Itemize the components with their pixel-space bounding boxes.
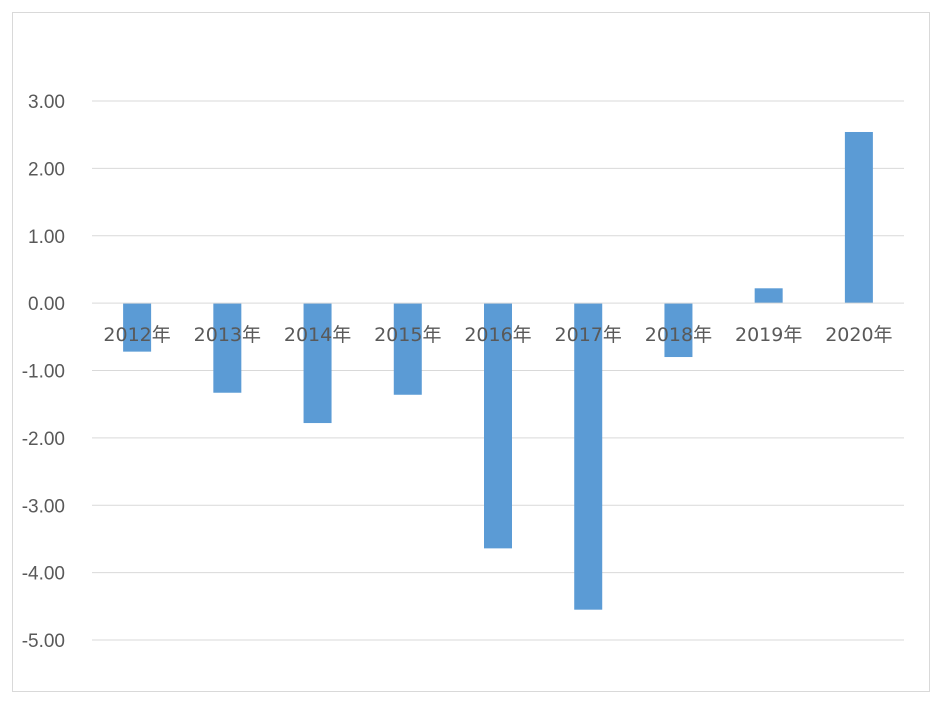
x-category-label: 2018年 [645,324,712,346]
bar [393,303,422,395]
y-tick-label: 1.00 [28,227,65,248]
x-category-label: 2016年 [464,324,531,346]
bar [303,303,332,424]
y-tick-label: -1.00 [22,362,65,383]
bar [213,303,242,393]
y-tick-label: 3.00 [28,92,65,113]
bar [664,303,693,358]
x-axis-category-labels: 2012年 2013年 2014年 2015年 2016年 2017年 2018年 2019年… [103,324,892,346]
bar [123,303,152,352]
y-tick-label: -5.00 [22,631,65,652]
x-category-label: 2014年 [284,324,351,346]
y-tick-label: 0.00 [28,294,65,315]
y-axis-tick-labels: 3.00 2.00 1.00 0.00 -1.00 -2.00 -3.00 -4.00 -5.0… [22,92,65,652]
bars [123,131,873,610]
bar [844,131,873,304]
x-category-label: 2013年 [194,324,261,346]
chart-frame [12,12,930,692]
x-category-label: 2020年 [825,324,892,346]
y-tick-label: 2.00 [28,159,65,180]
y-tick-label: -4.00 [22,564,65,585]
x-category-label: 2012年 [103,324,170,346]
bar [574,303,603,610]
x-category-label: 2019年 [735,324,802,346]
bar [754,288,783,304]
y-tick-label: -3.00 [22,496,65,517]
x-category-label: 2015年 [374,324,441,346]
x-category-label: 2017年 [555,324,622,346]
y-tick-label: -2.00 [22,429,65,450]
bar [484,303,512,549]
